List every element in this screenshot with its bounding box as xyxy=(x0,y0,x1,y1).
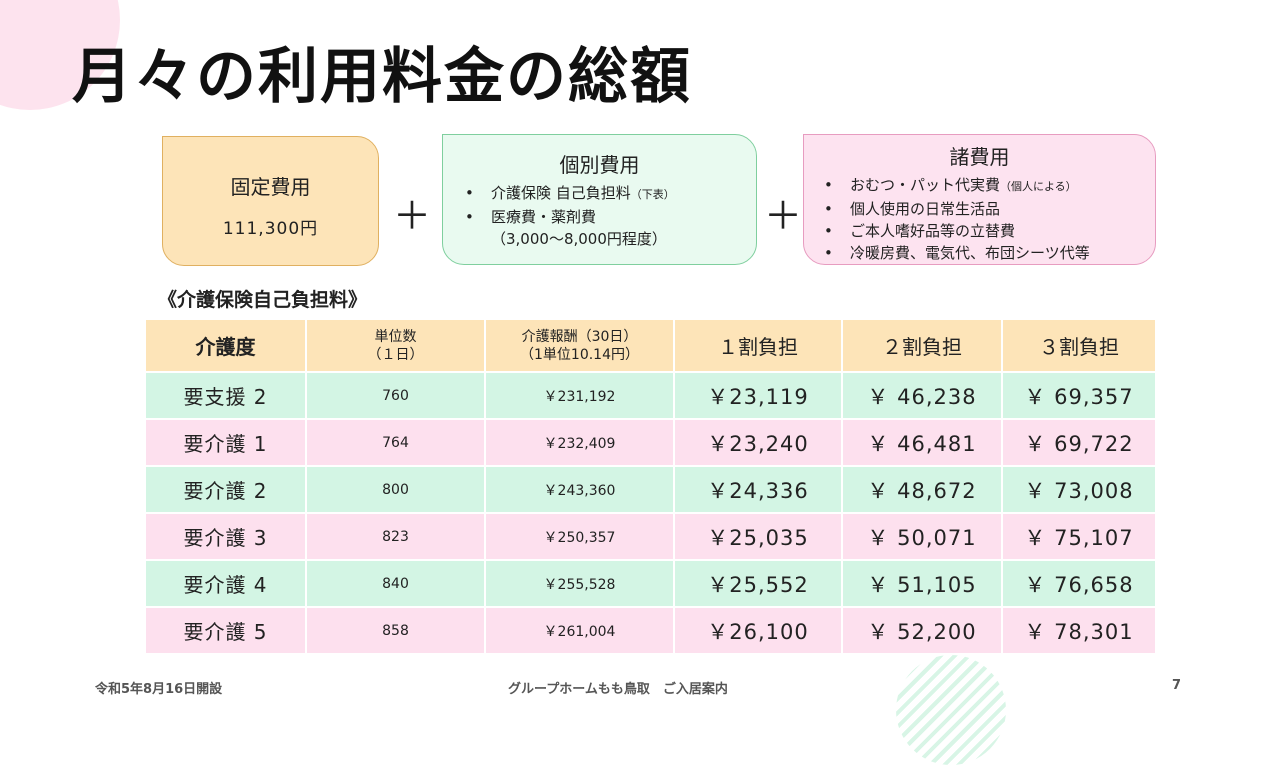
footer-opening-date: 令和5年8月16日開設 xyxy=(95,682,223,697)
table-row: 要介護 3 823 ￥250,357 ￥25,035 ￥ 50,071 ￥ 75… xyxy=(144,512,1157,561)
burden-10pct-cell: ￥23,240 xyxy=(673,418,843,467)
individual-cost-range: （3,000～8,000円程度） xyxy=(491,230,667,248)
individual-cost-list: • 介護保険 自己負担料（下表） • 医療費・薬剤費 xyxy=(457,182,756,228)
list-item: • 冷暖房費、電気代、布団シーツ代等 xyxy=(824,242,1155,264)
units-cell: 760 xyxy=(305,371,486,420)
plus-sign: ＋ xyxy=(764,194,803,238)
care-level-cell: 要介護 1 xyxy=(144,418,307,467)
column-header: ２割負担 xyxy=(841,318,1003,373)
bullet: • xyxy=(465,208,474,226)
bullet: • xyxy=(824,176,833,194)
remuneration-cell: ￥261,004 xyxy=(484,606,675,655)
decorative-stripes xyxy=(896,655,1006,765)
care-level-cell: 要介護 2 xyxy=(144,465,307,514)
list-item: • ご本人嗜好品等の立替費 xyxy=(824,220,1155,242)
table-row: 要介護 5 858 ￥261,004 ￥26,100 ￥ 52,200 ￥ 78… xyxy=(144,606,1157,655)
burden-10pct-cell: ￥24,336 xyxy=(673,465,843,514)
care-level-cell: 要介護 5 xyxy=(144,606,307,655)
table-row: 要支援 2 760 ￥231,192 ￥23,119 ￥ 46,238 ￥ 69… xyxy=(144,371,1157,420)
burden-30pct-cell: ￥ 76,658 xyxy=(1001,559,1157,608)
list-item: • 医療費・薬剤費 xyxy=(465,206,756,228)
burden-20pct-cell: ￥ 52,200 xyxy=(841,606,1003,655)
bullet: • xyxy=(824,200,833,218)
burden-20pct-cell: ￥ 46,238 xyxy=(841,371,1003,420)
list-item: • 個人使用の日常生活品 xyxy=(824,198,1155,220)
bullet: • xyxy=(824,222,833,240)
individual-cost-box: 個別費用 • 介護保険 自己負担料（下表） • 医療費・薬剤費 （3,000～8… xyxy=(442,134,757,265)
burden-10pct-cell: ￥25,035 xyxy=(673,512,843,561)
bullet: • xyxy=(465,184,474,202)
page-title: 月々の利用料金の総額 xyxy=(72,42,692,112)
fixed-cost-box: 固定費用 111,300円 xyxy=(162,136,379,266)
list-item-note: （個人による） xyxy=(1000,180,1077,193)
burden-20pct-cell: ￥ 46,481 xyxy=(841,418,1003,467)
care-level-cell: 要介護 4 xyxy=(144,559,307,608)
care-level-cell: 要介護 3 xyxy=(144,512,307,561)
table-header-row: 介護度 単位数 （１日） 介護報酬（30日） （1単位10.14円） １割負担 ２割… xyxy=(144,318,1157,373)
misc-cost-list: • おむつ・パット代実費（個人による） • 個人使用の日常生活品 • ご本人嗜好… xyxy=(816,174,1155,264)
remuneration-cell: ￥243,360 xyxy=(484,465,675,514)
table-row: 要介護 4 840 ￥255,528 ￥25,552 ￥ 51,105 ￥ 76… xyxy=(144,559,1157,608)
fixed-cost-value: 111,300円 xyxy=(222,219,319,239)
burden-10pct-cell: ￥25,552 xyxy=(673,559,843,608)
burden-10pct-cell: ￥23,119 xyxy=(673,371,843,420)
column-header: １割負担 xyxy=(673,318,843,373)
list-item-text: おむつ・パット代実費 xyxy=(850,176,1001,194)
table-row: 要介護 2 800 ￥243,360 ￥24,336 ￥ 48,672 ￥ 73… xyxy=(144,465,1157,514)
list-item-text: 医療費・薬剤費 xyxy=(491,208,597,226)
burden-30pct-cell: ￥ 69,722 xyxy=(1001,418,1157,467)
column-header: 介護報酬（30日） （1単位10.14円） xyxy=(484,318,675,373)
section-subheading: 《介護保険自己負担料》 xyxy=(158,289,368,311)
units-cell: 800 xyxy=(305,465,486,514)
table-row: 要介護 1 764 ￥232,409 ￥23,240 ￥ 46,481 ￥ 69… xyxy=(144,418,1157,467)
burden-30pct-cell: ￥ 73,008 xyxy=(1001,465,1157,514)
units-cell: 764 xyxy=(305,418,486,467)
misc-cost-box: 諸費用 • おむつ・パット代実費（個人による） • 個人使用の日常生活品 • ご… xyxy=(803,134,1156,265)
list-item-text: 介護保険 自己負担料 xyxy=(491,184,631,202)
list-item-text: 個人使用の日常生活品 xyxy=(850,200,1001,218)
burden-30pct-cell: ￥ 69,357 xyxy=(1001,371,1157,420)
remuneration-cell: ￥231,192 xyxy=(484,371,675,420)
remuneration-cell: ￥250,357 xyxy=(484,512,675,561)
burden-20pct-cell: ￥ 48,672 xyxy=(841,465,1003,514)
units-cell: 840 xyxy=(305,559,486,608)
care-level-cell: 要支援 2 xyxy=(144,371,307,420)
footer-center-text: グループホームもも鳥取 ご入居案内 xyxy=(508,682,728,697)
bullet: • xyxy=(824,244,833,262)
misc-cost-heading: 諸費用 xyxy=(949,145,1010,169)
list-item-text: ご本人嗜好品等の立替費 xyxy=(850,222,1016,240)
care-fee-table: 介護度 単位数 （１日） 介護報酬（30日） （1単位10.14円） １割負担 ２割… xyxy=(144,318,1157,655)
individual-cost-heading: 個別費用 xyxy=(559,153,640,177)
column-header: 介護度 xyxy=(144,318,307,373)
burden-20pct-cell: ￥ 50,071 xyxy=(841,512,1003,561)
burden-20pct-cell: ￥ 51,105 xyxy=(841,559,1003,608)
remuneration-cell: ￥232,409 xyxy=(484,418,675,467)
list-item: • おむつ・パット代実費（個人による） xyxy=(824,174,1155,198)
burden-30pct-cell: ￥ 78,301 xyxy=(1001,606,1157,655)
list-item-text: 冷暖房費、電気代、布団シーツ代等 xyxy=(850,244,1090,262)
list-item-note: （下表） xyxy=(630,188,675,201)
page-number: 7 xyxy=(1172,678,1182,693)
units-cell: 858 xyxy=(305,606,486,655)
fixed-cost-heading: 固定費用 xyxy=(230,175,311,199)
plus-sign: ＋ xyxy=(393,194,432,238)
list-item: • 介護保険 自己負担料（下表） xyxy=(465,182,756,206)
column-header: ３割負担 xyxy=(1001,318,1157,373)
burden-10pct-cell: ￥26,100 xyxy=(673,606,843,655)
column-header: 単位数 （１日） xyxy=(305,318,486,373)
units-cell: 823 xyxy=(305,512,486,561)
burden-30pct-cell: ￥ 75,107 xyxy=(1001,512,1157,561)
remuneration-cell: ￥255,528 xyxy=(484,559,675,608)
